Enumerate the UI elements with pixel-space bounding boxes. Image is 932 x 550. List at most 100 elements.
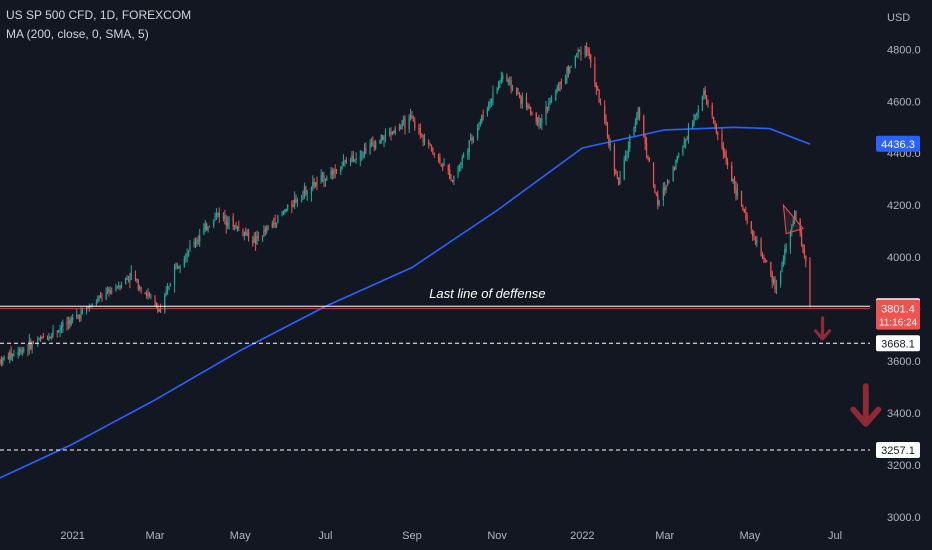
candle[interactable] [636, 112, 638, 126]
candle[interactable] [9, 349, 11, 364]
candle[interactable] [109, 286, 111, 295]
candle[interactable] [116, 285, 118, 289]
candle[interactable] [742, 204, 744, 211]
candle[interactable] [599, 98, 602, 106]
candle[interactable] [277, 214, 279, 224]
candle[interactable] [486, 106, 488, 117]
candle[interactable] [3, 355, 5, 361]
candle[interactable] [673, 166, 676, 171]
candle[interactable] [242, 228, 244, 237]
candle[interactable] [482, 109, 484, 121]
candle[interactable] [59, 324, 61, 338]
candle[interactable] [352, 150, 354, 163]
candle[interactable] [186, 248, 188, 263]
candle[interactable] [204, 219, 206, 233]
candle[interactable] [619, 170, 621, 185]
candle[interactable] [218, 207, 220, 223]
candle[interactable] [140, 286, 142, 294]
candle[interactable] [147, 288, 149, 300]
candle[interactable] [597, 85, 599, 91]
candle[interactable] [313, 177, 315, 189]
candle[interactable] [566, 66, 568, 84]
candle[interactable] [784, 244, 786, 265]
candle[interactable] [774, 276, 776, 294]
candle[interactable] [457, 165, 459, 179]
candle[interactable] [148, 291, 151, 298]
candle[interactable] [375, 139, 377, 151]
candle[interactable] [404, 115, 406, 135]
candle[interactable] [781, 261, 783, 273]
candle[interactable] [560, 78, 562, 90]
candle[interactable] [664, 181, 666, 196]
candle[interactable] [665, 184, 667, 194]
candle[interactable] [685, 138, 687, 149]
candle[interactable] [672, 165, 674, 182]
candle[interactable] [127, 275, 130, 283]
candle[interactable] [715, 123, 717, 135]
candle[interactable] [342, 154, 345, 167]
candle[interactable] [461, 154, 463, 169]
candle[interactable] [236, 225, 238, 232]
candle[interactable] [21, 347, 23, 357]
candle[interactable] [115, 283, 117, 292]
candle[interactable] [282, 210, 285, 216]
candle[interactable] [351, 151, 353, 163]
candle[interactable] [70, 315, 72, 327]
candle[interactable] [627, 141, 630, 159]
candle[interactable] [305, 185, 307, 197]
candle[interactable] [178, 265, 180, 270]
candle[interactable] [521, 92, 523, 109]
candle[interactable] [555, 89, 557, 102]
candle[interactable] [235, 221, 237, 229]
candle[interactable] [88, 303, 90, 312]
candle[interactable] [17, 346, 19, 359]
candle[interactable] [85, 306, 88, 315]
candle[interactable] [263, 225, 265, 237]
candle[interactable] [393, 130, 395, 134]
candle[interactable] [763, 254, 765, 263]
candle[interactable] [355, 152, 357, 164]
candle[interactable] [453, 175, 455, 185]
candle[interactable] [77, 314, 79, 320]
candle[interactable] [331, 167, 333, 180]
candle[interactable] [510, 76, 512, 94]
candle[interactable] [234, 224, 236, 231]
candle[interactable] [470, 133, 472, 141]
candle[interactable] [481, 114, 483, 124]
candle[interactable] [587, 46, 589, 56]
candle[interactable] [756, 235, 758, 248]
candle[interactable] [238, 220, 240, 232]
candle[interactable] [390, 127, 392, 141]
candle[interactable] [225, 214, 227, 234]
candle[interactable] [126, 275, 128, 280]
candle[interactable] [389, 127, 391, 137]
candle[interactable] [20, 346, 22, 355]
candle[interactable] [42, 332, 44, 339]
candle[interactable] [118, 281, 120, 290]
candle[interactable] [496, 87, 498, 95]
candle[interactable] [752, 229, 754, 242]
candle[interactable] [232, 213, 234, 230]
candle[interactable] [421, 133, 423, 138]
candle[interactable] [419, 123, 421, 140]
candle[interactable] [500, 71, 502, 85]
candle[interactable] [315, 181, 317, 188]
candle[interactable] [228, 215, 230, 230]
candle[interactable] [509, 76, 511, 86]
candle[interactable] [252, 235, 254, 247]
candle[interactable] [37, 336, 39, 347]
candle[interactable] [725, 149, 727, 165]
candle[interactable] [217, 212, 219, 218]
candle[interactable] [414, 117, 416, 131]
candle[interactable] [101, 293, 103, 302]
candle[interactable] [208, 225, 211, 228]
candle[interactable] [432, 147, 434, 155]
candle[interactable] [516, 87, 518, 96]
candle[interactable] [345, 156, 347, 165]
candle[interactable] [69, 317, 71, 329]
candle[interactable] [48, 332, 50, 341]
candle[interactable] [261, 235, 264, 243]
candle[interactable] [302, 190, 304, 200]
candle[interactable] [793, 210, 796, 225]
candle[interactable] [38, 337, 40, 341]
